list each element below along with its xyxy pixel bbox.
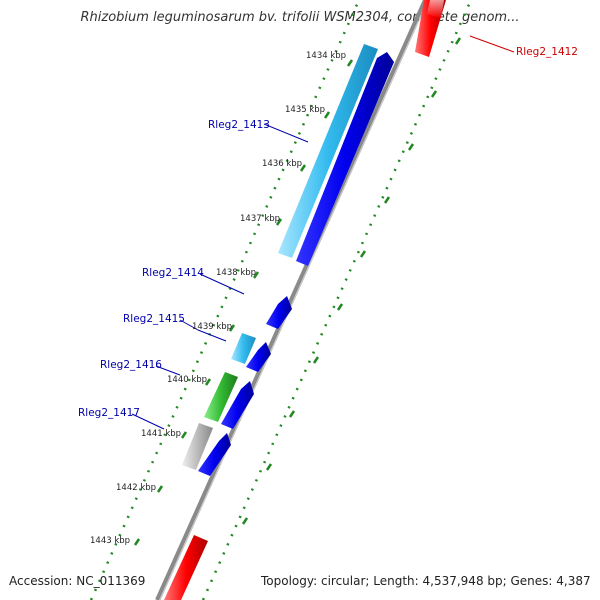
gene-rleg2-1412-fade xyxy=(427,0,444,18)
genome-title: Rhizobium leguminosarum bv. trifolii WSM… xyxy=(80,10,520,25)
tick-label: 1442 kbp xyxy=(116,483,156,493)
gene-rleg2-1416-reverse-bar[interactable] xyxy=(204,372,238,422)
genome-backbone xyxy=(155,0,427,600)
leader-rleg2-1415 xyxy=(179,319,199,331)
tick-label: 1434 kbp xyxy=(306,51,346,61)
gene-label-rleg2-1416[interactable]: Rleg2_1416 xyxy=(100,359,162,371)
tick-label: 1440 kbp xyxy=(167,375,207,385)
genome-backbone-highlight xyxy=(159,0,429,600)
topology-text: Topology: circular; Length: 4,537,948 bp… xyxy=(261,574,591,588)
label-leader-lines xyxy=(131,35,515,430)
gene-bottom-red-bar[interactable] xyxy=(164,535,208,600)
gene-label-rleg2-1415[interactable]: Rleg2_1415 xyxy=(123,313,185,325)
gene-label-rleg2-1413[interactable]: Rleg2_1413 xyxy=(208,119,270,131)
accession-text: Accession: NC_011369 xyxy=(9,574,146,588)
tick-label: 1441 kbp xyxy=(141,429,181,439)
gene-rleg2-1414-forward-arrow[interactable] xyxy=(266,296,292,329)
gene-rleg2-1415-forward-arrow[interactable] xyxy=(246,342,271,372)
inner-major-ticks xyxy=(241,37,462,525)
outer-tick-ring xyxy=(89,0,361,600)
gene-rleg2-1413-forward-arrow[interactable] xyxy=(296,52,394,266)
gene-label-rleg2-1414[interactable]: Rleg2_1414 xyxy=(142,267,204,279)
tick-label: 1439 kbp xyxy=(192,322,232,332)
gene-label-rleg2-1417[interactable]: Rleg2_1417 xyxy=(78,407,140,419)
tick-label: 1438 kbp xyxy=(216,268,256,278)
outer-major-ticks xyxy=(133,59,354,546)
gene-rleg2-1417-reverse-bar[interactable] xyxy=(182,423,213,470)
gene-rleg2-1413-reverse-bar[interactable] xyxy=(278,44,378,258)
gene-rleg2-1415-reverse-bar[interactable] xyxy=(231,333,256,364)
gene-rleg2-1416-forward-arrow[interactable] xyxy=(221,381,254,429)
tick-label: 1435 kbp xyxy=(285,105,325,115)
tick-label: 1437 kbp xyxy=(240,214,280,224)
gene-rleg2-1417-forward-arrow[interactable] xyxy=(198,433,231,476)
tick-label: 1436 kbp xyxy=(262,159,302,169)
tick-label: 1443 kbp xyxy=(90,536,130,546)
gene-label-rleg2-1412[interactable]: Rleg2_1412 xyxy=(516,46,578,58)
inner-tick-ring xyxy=(201,0,473,600)
